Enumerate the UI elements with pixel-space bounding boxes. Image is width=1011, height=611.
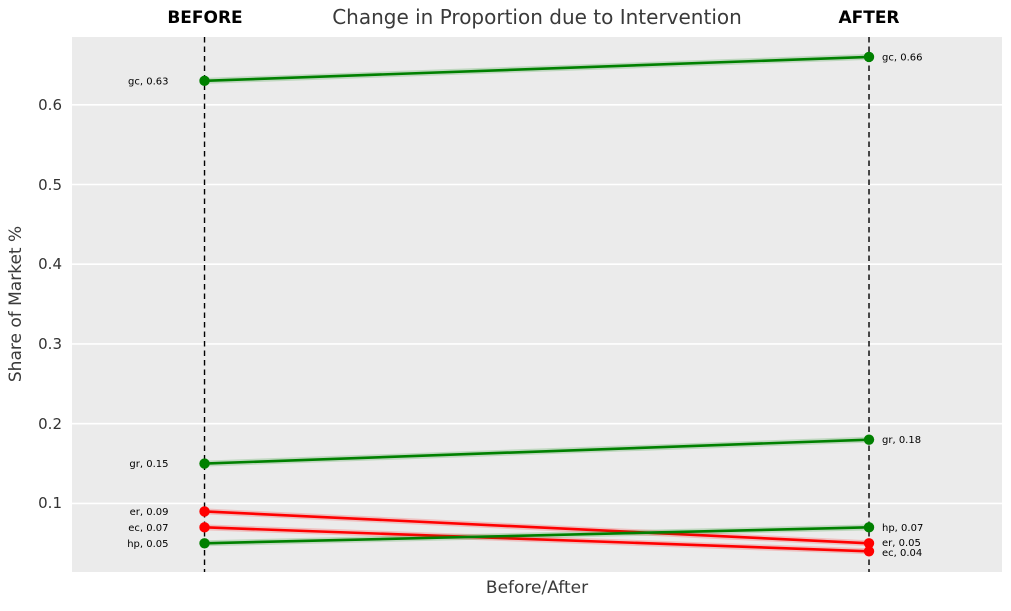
y-tick-label: 0.6: [38, 95, 62, 114]
y-tick-label: 0.5: [38, 175, 62, 194]
series-line-gr: [204, 438, 870, 465]
y-tick-label: 0.4: [38, 255, 62, 274]
point-hp-after: [863, 522, 875, 533]
y-axis-label: Share of Market %: [6, 225, 26, 383]
point-label-gc-before: gc, 0.63: [128, 76, 168, 87]
before-column-header: BEFORE: [167, 8, 243, 28]
point-gr-after: [863, 434, 875, 445]
point-label-ec-after: ec, 0.04: [882, 548, 922, 559]
series-line-gc: [204, 55, 870, 83]
y-tick-label: 0.1: [38, 494, 62, 513]
point-ec-after: [863, 546, 875, 557]
point-er-after: [863, 538, 875, 549]
point-label-gr-before: gr, 0.15: [129, 459, 168, 470]
point-label-gc-after: gc, 0.66: [882, 52, 922, 63]
point-hp-before: [199, 538, 210, 549]
plot-area: [72, 37, 1002, 572]
point-er-before: [199, 506, 210, 517]
point-label-hp-after: hp, 0.07: [882, 523, 923, 534]
series-line-er: [204, 510, 870, 545]
point-gc-before: [199, 75, 210, 87]
point-label-er-before: er, 0.09: [130, 507, 169, 518]
series-line-ec: [204, 526, 870, 553]
y-tick-label: 0.2: [38, 414, 62, 433]
y-tick-label: 0.3: [38, 334, 62, 353]
x-axis-label: Before/After: [485, 578, 589, 598]
point-gr-before: [199, 458, 210, 469]
point-label-hp-before: hp, 0.05: [127, 539, 168, 550]
point-label-gr-after: gr, 0.18: [882, 435, 921, 446]
after-column-header: AFTER: [838, 8, 900, 28]
point-gc-after: [863, 51, 875, 63]
point-ec-before: [199, 522, 210, 533]
point-label-er-after: er, 0.05: [882, 538, 921, 549]
series-line-hp: [204, 526, 870, 545]
point-label-ec-before: ec, 0.07: [128, 523, 168, 534]
chart-title: Change in Proportion due to Intervention: [332, 5, 742, 29]
